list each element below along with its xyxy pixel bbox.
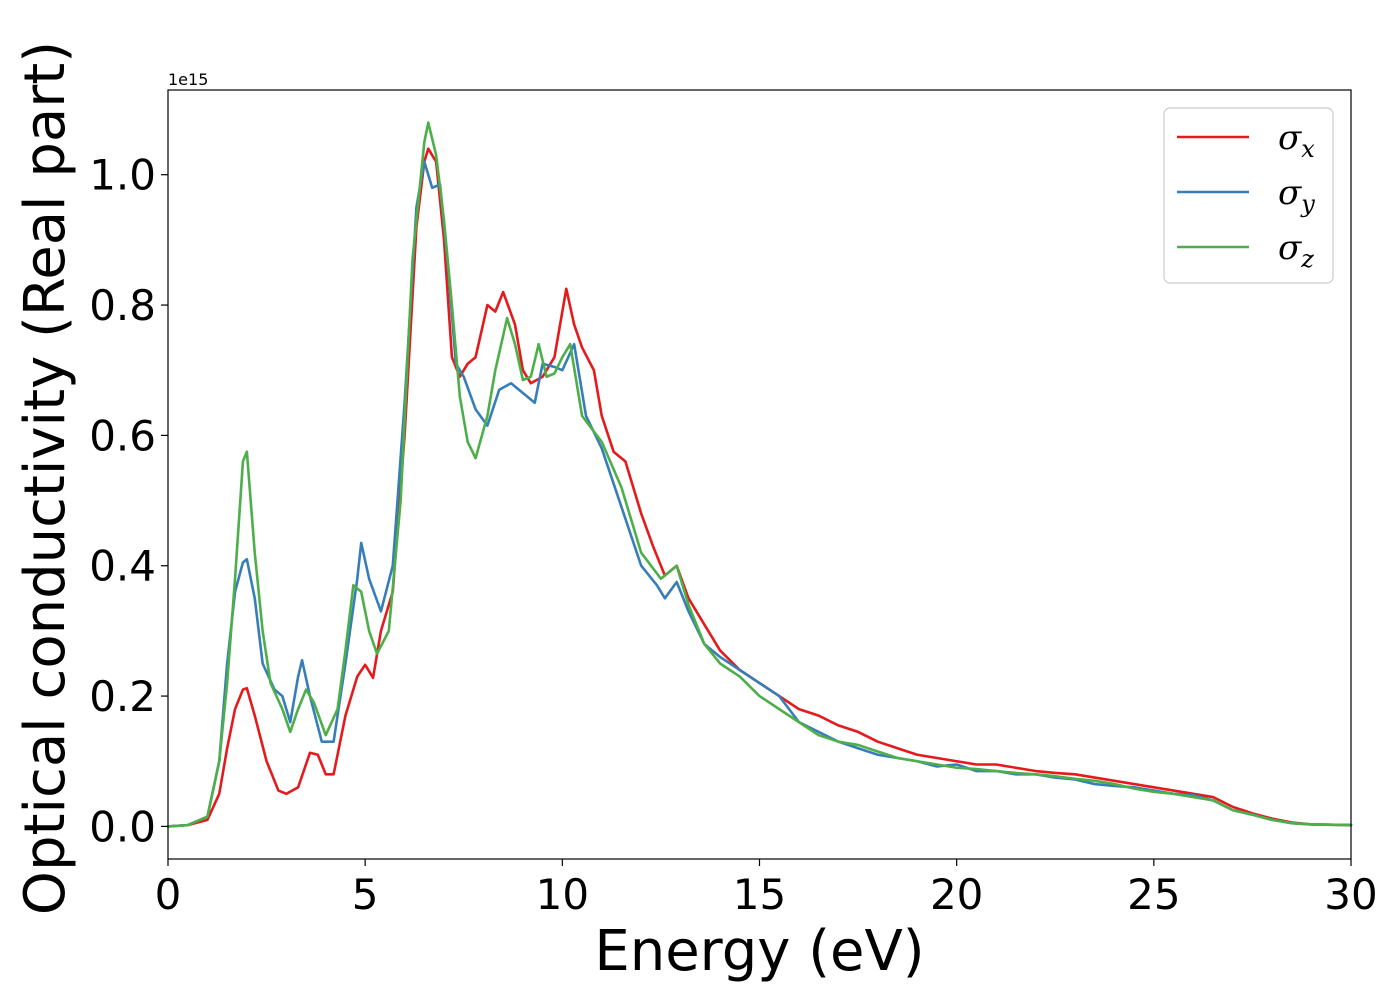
x-tick-label: 5 [352,870,379,919]
x-tick-label: 20 [930,870,983,919]
x-tick-label: 0 [155,870,182,919]
series-line-x [166,147,1353,828]
x-tick-label: 25 [1127,870,1180,919]
y-tick-label: 1.0 [89,151,156,200]
y-tick-label: 0.4 [89,542,156,591]
y-tick-label: 0.2 [89,672,156,721]
x-tick-label: 10 [536,870,589,919]
series-line-z [166,121,1353,828]
x-tick-label: 30 [1324,870,1377,919]
x-axis-label: Energy (eV) [594,919,924,984]
y-tick-label: 0.0 [89,802,156,851]
plot-lines [166,121,1353,828]
y-tick-label: 0.6 [89,411,156,460]
y-offset-label: 1e15 [168,70,208,89]
legend-box [1163,107,1334,284]
x-axis-ticks: 0 5 10 15 20 25 30 [155,859,1378,919]
y-axis-ticks: 0.0 0.2 0.4 0.6 0.8 1.0 [89,151,168,851]
x-tick-label: 15 [733,870,786,919]
y-tick-label: 0.8 [89,281,156,330]
y-axis-label: Optical conductivity (Real part) [13,41,78,915]
